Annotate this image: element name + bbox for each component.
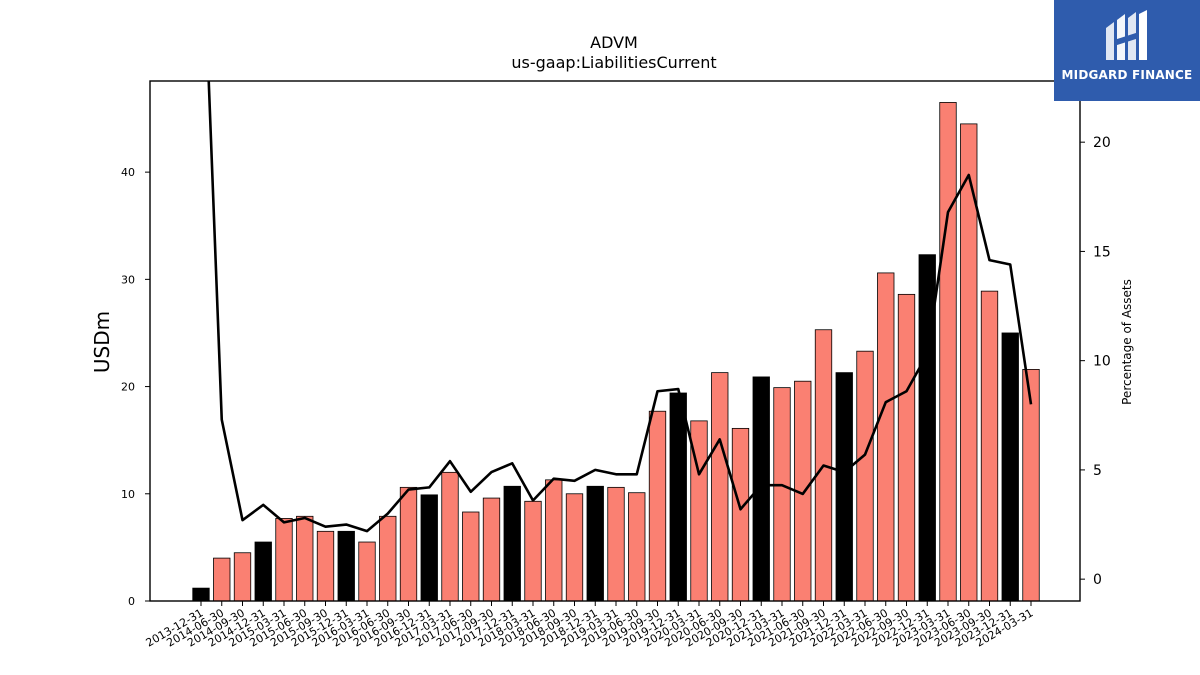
bar-2020-06-30 [711, 372, 729, 602]
x-axis: 2013-12-312014-06-302014-09-302014-12-31… [144, 601, 1036, 650]
y-axis-label: USDm [90, 311, 114, 373]
bar-2019-09-30 [648, 410, 667, 602]
bar-2022-06-30 [877, 272, 895, 602]
y-tick-label: 40 [121, 166, 135, 179]
bar-2017-12-31 [503, 485, 521, 602]
bar-2014-06-30 [213, 557, 231, 602]
bar-2022-09-30 [897, 293, 916, 602]
bar-2023-12-31 [1001, 332, 1019, 602]
bar-2017-06-30 [462, 511, 480, 602]
bar-2022-03-31 [856, 350, 874, 602]
y2-tick-label: 15 [1093, 244, 1111, 260]
bar-2017-03-31 [441, 471, 459, 602]
y2-tick-label: 0 [1093, 572, 1102, 588]
bar-2018-09-30 [565, 493, 584, 602]
bar-2015-09-30 [316, 530, 335, 602]
y-tick-label: 0 [128, 595, 135, 608]
chart-title: ADVM [590, 33, 638, 52]
y2-tick-label: 5 [1093, 463, 1102, 479]
bar-2015-12-31 [337, 530, 355, 602]
bar-2019-06-30 [628, 492, 646, 602]
bar-series [192, 102, 1040, 602]
bar-2018-12-31 [586, 485, 604, 602]
bar-2016-06-30 [379, 515, 397, 602]
y-tick-label: 10 [121, 488, 135, 501]
bar-2019-03-31 [607, 486, 625, 602]
bar-2013-12-31 [192, 587, 210, 602]
bar-2017-09-30 [482, 497, 501, 602]
y2-tick-label: 20 [1093, 135, 1111, 151]
left-y-axis: 0 10 20 30 40 [121, 166, 150, 608]
bar-2016-03-31 [358, 541, 376, 602]
bar-2021-12-31 [835, 372, 853, 602]
chart-subtitle: us-gaap:LiabilitiesCurrent [511, 53, 716, 72]
bar-2023-03-31 [939, 102, 957, 602]
bar-2020-09-30 [731, 427, 750, 602]
plot-frame [149, 80, 1081, 602]
bar-2016-09-30 [399, 486, 418, 602]
y-tick-label: 20 [121, 381, 135, 394]
bar-2016-12-31 [420, 494, 438, 602]
percentage-line [207, 81, 1033, 533]
bar-2018-06-30 [545, 479, 563, 602]
bar-2014-09-30 [233, 552, 252, 602]
bar-2023-09-30 [980, 290, 999, 602]
line-series [207, 81, 1033, 533]
right-y-axis: 0 5 10 15 20 [1080, 135, 1111, 588]
bar-2018-03-31 [524, 500, 542, 602]
y2-tick-label: 10 [1093, 354, 1111, 370]
bar-2014-12-31 [254, 541, 272, 602]
bar-2020-12-31 [752, 376, 770, 602]
bar-2015-03-31 [275, 518, 293, 602]
bar-2021-03-31 [773, 387, 791, 602]
midgard-m-logo-icon [1106, 10, 1147, 60]
brand-logo: MIDGARD FINANCE [1054, 0, 1200, 101]
y2-axis-label: Percentage of Assets [1120, 279, 1134, 405]
brand-name: MIDGARD FINANCE [1061, 68, 1193, 82]
bar-2015-06-30 [296, 515, 314, 602]
bar-2019-12-31 [669, 392, 687, 602]
y-tick-label: 30 [121, 273, 135, 286]
